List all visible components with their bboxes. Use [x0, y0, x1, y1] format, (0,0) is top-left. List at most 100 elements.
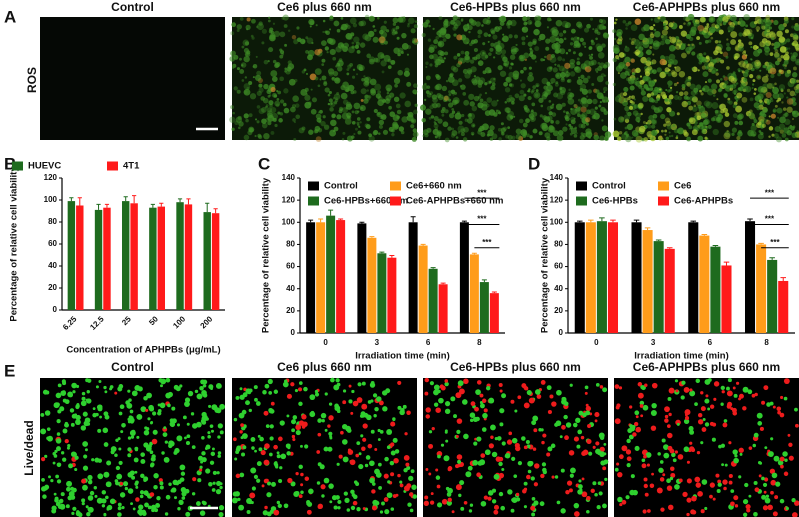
ros-spot: [706, 23, 710, 26]
x-tick-label: 0: [594, 338, 599, 347]
ros-spot: [555, 19, 563, 27]
ros-spot: [623, 86, 629, 93]
cell-spot: [715, 473, 720, 478]
cell-spot: [669, 433, 673, 438]
ros-spot: [319, 78, 322, 81]
cell-spot: [103, 385, 107, 390]
cell-spot: [762, 482, 768, 488]
y-tick-label: 100: [282, 217, 296, 226]
cell-spot: [74, 413, 78, 417]
ros-spot: [636, 77, 639, 80]
ros-spot: [601, 119, 604, 122]
cell-spot: [208, 482, 213, 487]
error-bar: [318, 218, 324, 223]
ros-spot: [355, 127, 358, 131]
ros-spot: [323, 124, 330, 130]
ros-spot: [573, 117, 576, 120]
ros-spot: [333, 20, 340, 27]
ros-spot: [230, 50, 236, 57]
bar: [664, 248, 675, 333]
ros-spot: [738, 120, 744, 126]
cell-spot: [682, 491, 688, 498]
ros-spot: [467, 117, 473, 124]
cell-spot: [383, 473, 389, 479]
ros-spot: [613, 117, 617, 121]
cell-spot: [445, 439, 449, 443]
legend-swatch: [658, 196, 669, 206]
cell-spot: [362, 507, 366, 510]
cell-spot: [143, 429, 150, 436]
cell-spot: [250, 467, 257, 474]
cell-spot: [637, 392, 644, 399]
ros-spot: [314, 76, 319, 81]
ros-spot: [515, 43, 518, 47]
y-tick-label: 120: [44, 173, 58, 182]
cell-spot: [717, 479, 722, 484]
cell-spot: [666, 478, 671, 484]
legend-label: HUEVC: [28, 161, 61, 172]
ros-spot: [549, 66, 553, 70]
ros-spot: [454, 19, 461, 27]
cell-spot: [134, 470, 138, 474]
ros-spot: [570, 127, 578, 135]
ros-spot: [774, 104, 778, 108]
cell-spot: [370, 429, 375, 434]
ros-spot: [603, 91, 606, 94]
ros-spot: [671, 38, 676, 43]
ros-spot: [730, 14, 737, 22]
ros-spot: [555, 47, 562, 54]
error-bar: [96, 203, 101, 210]
cell-spot: [594, 412, 600, 418]
cell-spot: [457, 463, 462, 468]
cell-spot: [428, 430, 433, 434]
ros-spot: [708, 26, 716, 34]
cell-spot: [350, 411, 354, 415]
ros-spot: [780, 55, 784, 59]
panel-letter: E: [4, 361, 15, 380]
ros-spot: [768, 126, 774, 131]
cell-spot: [650, 409, 657, 416]
cell-spot: [186, 422, 190, 426]
ros-spot: [581, 88, 589, 95]
ros-spot: [672, 59, 678, 65]
ros-spot: [304, 101, 312, 109]
cell-spot: [105, 495, 109, 500]
cell-spot: [594, 492, 598, 497]
cell-spot: [91, 458, 95, 462]
ros-spot: [364, 94, 369, 99]
cell-spot: [574, 511, 580, 517]
ros-spot: [508, 34, 513, 39]
cell-spot: [127, 453, 132, 458]
ros-spot: [653, 107, 660, 114]
ros-texture: [612, 13, 799, 143]
ros-spot: [479, 93, 482, 97]
cell-spot: [327, 424, 331, 428]
ros-spot: [243, 134, 250, 141]
ros-spot: [512, 73, 519, 80]
cell-spot: [433, 402, 439, 407]
ros-spot: [682, 85, 686, 89]
ros-spot: [487, 40, 490, 43]
cell-spot: [465, 471, 472, 478]
ros-spot: [378, 124, 383, 129]
cell-spot: [274, 463, 279, 468]
ros-spot: [765, 32, 772, 39]
cell-spot: [393, 457, 399, 464]
ros-spot: [440, 27, 447, 34]
cell-spot: [506, 439, 513, 445]
ros-spot: [570, 119, 576, 125]
ros-spot: [630, 24, 638, 32]
cell-spot: [186, 434, 191, 439]
ros-spot: [321, 58, 326, 63]
cell-spot: [763, 385, 769, 391]
cell-spot: [103, 471, 110, 478]
ros-spot: [335, 46, 342, 53]
cell-spot: [669, 476, 674, 481]
y-tick-label: 140: [550, 173, 564, 182]
cell-spot: [140, 452, 146, 457]
ros-spot: [531, 102, 536, 107]
ros-spot: [778, 84, 786, 91]
cell-spot: [85, 378, 90, 383]
ros-spot: [443, 95, 449, 101]
ros-spot: [511, 101, 515, 105]
